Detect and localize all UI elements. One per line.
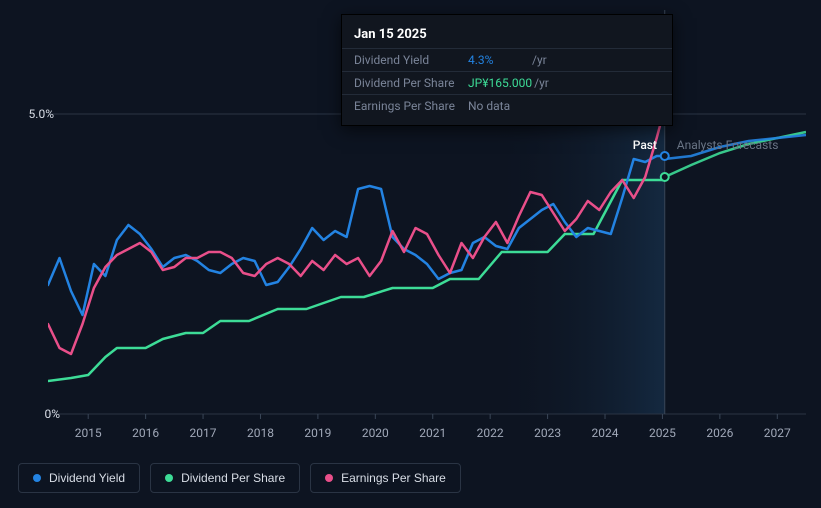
tooltip-row: Earnings Per ShareNo data [342,94,672,117]
x-tick-2020: 2020 [362,426,389,440]
legend-dot-icon [325,474,333,482]
x-tick-2023: 2023 [534,426,561,440]
x-tick-2016: 2016 [132,426,159,440]
marker-dividend_per_share [661,173,669,181]
tooltip-value: JP¥165.000 [468,76,532,90]
x-tick-2015: 2015 [75,426,102,440]
legend-item-earnings_per_share[interactable]: Earnings Per Share [310,463,461,493]
tooltip-key: Earnings Per Share [354,99,468,113]
x-tick-2026: 2026 [706,426,733,440]
legend-item-dividend_yield[interactable]: Dividend Yield [18,463,140,493]
x-tick-2017: 2017 [190,426,217,440]
y-axis-label-max: 5.0% [14,107,54,121]
x-tick-2021: 2021 [419,426,446,440]
legend-item-dividend_per_share[interactable]: Dividend Per Share [150,463,300,493]
x-tick-2027: 2027 [764,426,791,440]
region-forecast-label: Analysts Forecasts [677,138,779,152]
tooltip-date: Jan 15 2025 [342,23,672,48]
x-tick-2022: 2022 [477,426,504,440]
legend-label: Earnings Per Share [341,471,446,485]
tooltip-key: Dividend Per Share [354,76,468,90]
x-tick-2025: 2025 [649,426,676,440]
x-tick-2024: 2024 [592,426,619,440]
chart-legend: Dividend Yield Dividend Per Share Earnings… [18,463,461,493]
marker-dividend_yield [661,152,669,160]
legend-label: Dividend Yield [49,471,125,485]
legend-label: Dividend Per Share [181,471,285,485]
tooltip-row: Dividend Per ShareJP¥165.000/yr [342,71,672,94]
legend-dot-icon [33,474,41,482]
region-past-label: Past [633,138,657,152]
legend-dot-icon [165,474,173,482]
tooltip-unit: /yr [534,76,549,90]
x-tick-2018: 2018 [247,426,274,440]
tooltip-value: No data [468,99,530,113]
chart-tooltip: Jan 15 2025 Dividend Yield4.3%/yrDividen… [341,14,673,126]
tooltip-value: 4.3% [468,53,530,67]
x-axis-labels: 2015 2016 2017 2018 2019 2020 2021 2022 2023 2024… [48,426,806,446]
x-tick-2019: 2019 [304,426,331,440]
tooltip-row: Dividend Yield4.3%/yr [342,48,672,71]
tooltip-key: Dividend Yield [354,53,468,67]
y-axis-label-min: 0% [20,407,60,421]
tooltip-unit: /yr [532,53,547,67]
